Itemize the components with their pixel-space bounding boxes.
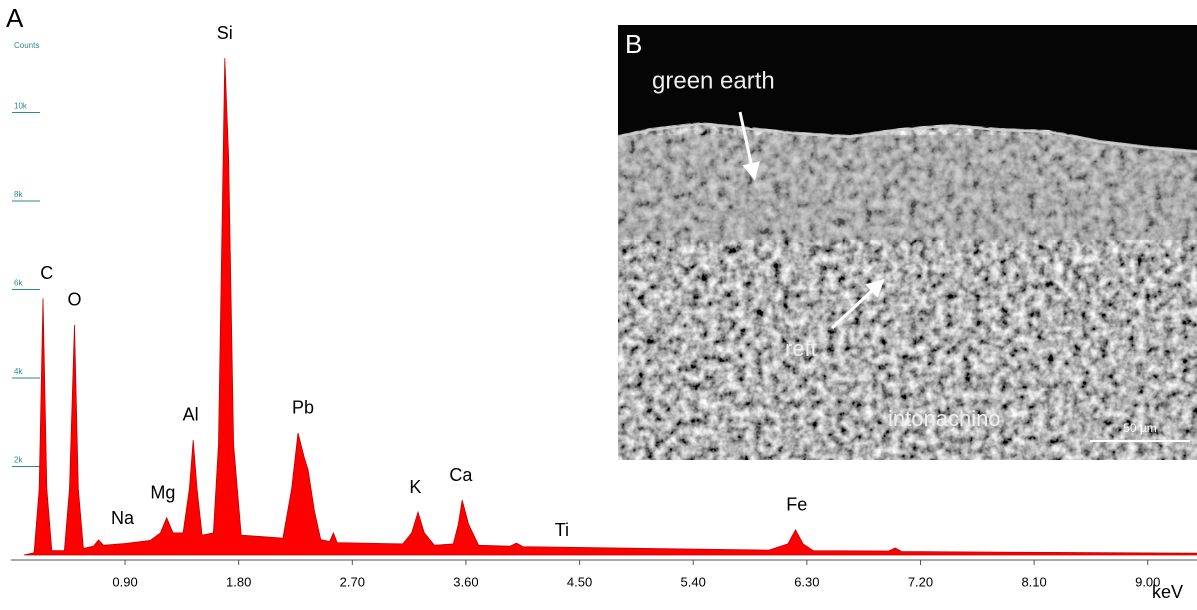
peak-label: Al bbox=[183, 405, 199, 425]
annotation: reft bbox=[785, 336, 817, 361]
peak-label: Si bbox=[217, 23, 233, 43]
green-earth-layer bbox=[618, 135, 1197, 240]
y-tick-label: 6k bbox=[14, 279, 23, 288]
annotation: green earth bbox=[652, 67, 775, 94]
peak-label: Ca bbox=[449, 465, 473, 485]
x-tick-label: 0.90 bbox=[112, 574, 137, 589]
peak-label: O bbox=[68, 290, 82, 310]
x-tick-label: 9.00 bbox=[1135, 574, 1160, 589]
sem-image: B green earth reft intonachino 50 µm bbox=[618, 25, 1197, 460]
scale-label: 50 µm bbox=[1123, 421, 1157, 435]
y-tick-label: 2k bbox=[14, 456, 23, 465]
peak-label: Pb bbox=[292, 398, 314, 418]
x-tick-label: 2.70 bbox=[340, 574, 365, 589]
figure: A Counts keV 2k4k6k8k10k0.901.802.703.60… bbox=[0, 0, 1197, 610]
peak-label: Mg bbox=[150, 483, 175, 503]
peak-label: K bbox=[409, 477, 421, 497]
x-tick-label: 7.20 bbox=[908, 574, 933, 589]
y-tick-label: 8k bbox=[14, 190, 23, 199]
x-tick-label: 6.30 bbox=[794, 574, 819, 589]
x-tick-label: 4.50 bbox=[567, 574, 592, 589]
y-tick-label: 4k bbox=[14, 367, 23, 376]
x-tick-label: 3.60 bbox=[453, 574, 478, 589]
peak-label: Ti bbox=[555, 520, 569, 540]
peak-label: Fe bbox=[786, 495, 807, 515]
peak-label: C bbox=[40, 263, 53, 283]
x-tick-label: 5.40 bbox=[681, 574, 706, 589]
panel-label: A bbox=[6, 3, 24, 33]
x-tick-label: 8.10 bbox=[1021, 574, 1046, 589]
x-tick-label: 1.80 bbox=[226, 574, 251, 589]
y-tick-label: 10k bbox=[14, 102, 28, 111]
panel-label: B bbox=[625, 29, 642, 59]
y-axis-label: Counts bbox=[14, 41, 39, 50]
peak-label: Na bbox=[111, 508, 135, 528]
annotation: intonachino bbox=[888, 406, 1001, 431]
